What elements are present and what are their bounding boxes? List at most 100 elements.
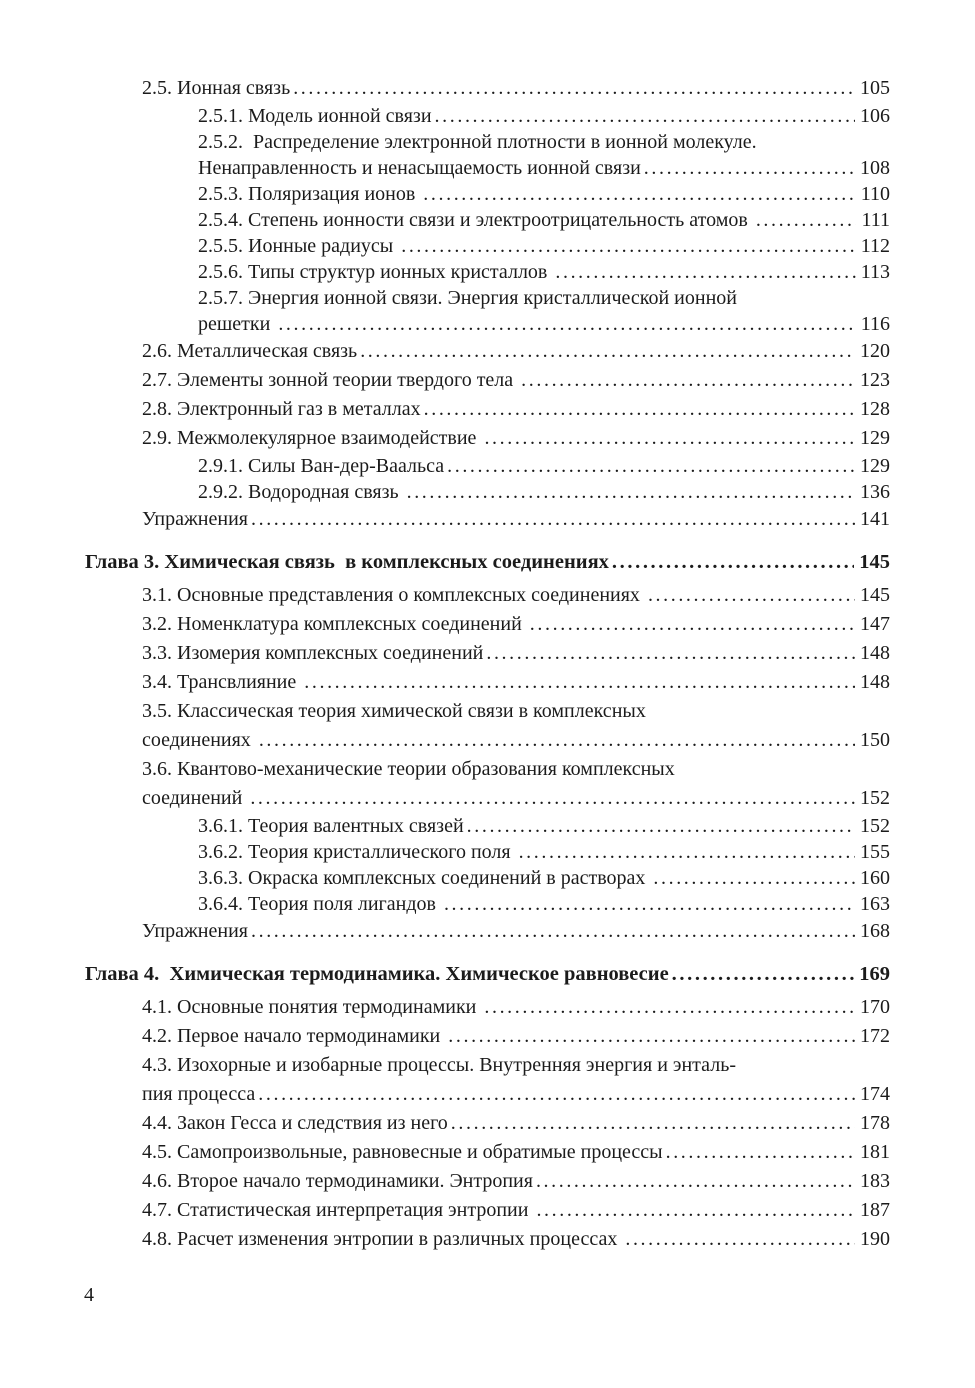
toc-entry: 4.2. Первое начало термодинамики .......… <box>142 1022 890 1051</box>
dot-leader: ........................................… <box>448 1025 855 1047</box>
toc-page-number: 169 <box>859 963 890 985</box>
dot-leader: ........................................… <box>555 261 855 283</box>
toc-entry-text: 2.9.2. Водородная связь <box>198 481 404 503</box>
toc-page-number: 190 <box>860 1228 890 1250</box>
toc-entry-line: 2.9.1. Силы Ван-дер-Ваальса.............… <box>198 453 890 479</box>
toc-entry: 2.9.1. Силы Ван-дер-Ваальса.............… <box>198 453 890 479</box>
toc-page-number: 187 <box>860 1199 890 1221</box>
toc-entry-line: 2.5.4. Степень ионности связи и электроо… <box>198 207 890 233</box>
toc-entry-text: 2.8. Электронный газ в металлах <box>142 398 421 420</box>
toc-page-number: 163 <box>860 893 890 915</box>
toc-page-number: 116 <box>860 313 890 335</box>
toc-entry: 4.5. Самопроизвольные, равновесные и обр… <box>142 1138 890 1167</box>
toc-entry-text: соединений <box>142 787 248 809</box>
dot-leader: ........................................… <box>401 235 856 257</box>
toc-entry: 2.5.5. Ионные радиусы ..................… <box>198 233 890 259</box>
toc-page-number: 172 <box>860 1025 890 1047</box>
toc-page-number: 112 <box>860 235 890 257</box>
toc-page-number: 110 <box>860 183 890 205</box>
toc-entry-line: решетки ................................… <box>198 311 890 337</box>
dot-leader: ........................................… <box>536 1199 855 1221</box>
toc-page-number: 178 <box>860 1112 890 1134</box>
toc-page-number: 145 <box>860 584 890 606</box>
toc-entry-text: 3.6.4. Теория поля лигандов <box>198 893 441 915</box>
toc-entry-line: 3.4. Трансвлияние ......................… <box>142 668 890 697</box>
toc-page-number: 155 <box>860 841 890 863</box>
toc-entry: 4.8. Расчет изменения энтропии в различн… <box>142 1225 890 1254</box>
toc-entry: 4.4. Закон Гесса и следствия из него....… <box>142 1109 890 1138</box>
toc-entry-line: 4.8. Расчет изменения энтропии в различн… <box>142 1225 890 1254</box>
toc-page-number: 181 <box>860 1141 890 1163</box>
dot-leader: ........................................… <box>304 671 855 693</box>
dot-leader: ........................................… <box>443 893 855 915</box>
dot-leader: ........................................… <box>251 508 855 530</box>
toc-chapter-entry: Глава 4. Химическая термодинамика. Химич… <box>85 960 890 989</box>
toc-entry-text: 4.8. Расчет изменения энтропии в различн… <box>142 1228 623 1250</box>
dot-leader: ........................................… <box>643 157 855 179</box>
toc-entry-line: 4.1. Основные понятия термодинамики ....… <box>142 993 890 1022</box>
toc-entry-text: 2.5.4. Степень ионности связи и электроо… <box>198 209 753 231</box>
dot-leader: ........................................… <box>611 551 854 573</box>
toc-entry-line: 2.5. Ионная связь.......................… <box>142 74 890 103</box>
toc-page-number: 148 <box>860 642 890 664</box>
toc-entry-text: Глава 4. Химическая термодинамика. Химич… <box>85 963 669 985</box>
dot-leader: ........................................… <box>406 481 855 503</box>
toc-entry-text: 4.5. Самопроизвольные, равновесные и обр… <box>142 1141 663 1163</box>
toc-page-number: 113 <box>860 261 890 283</box>
toc-entry-text: пия процесса <box>142 1083 256 1105</box>
toc-entry: 3.6.2. Теория кристаллического поля ....… <box>198 839 890 865</box>
dot-leader: ........................................… <box>665 1141 855 1163</box>
toc-entry: 3.6.3. Окраска комплексных соединений в … <box>198 865 890 891</box>
toc-entry: 3.6. Квантово-механические теории образо… <box>142 755 890 813</box>
toc-entry-line: 3.5. Классическая теория химической связ… <box>142 697 890 726</box>
toc-entry: 3.5. Классическая теория химической связ… <box>142 697 890 755</box>
dot-leader: ........................................… <box>486 642 855 664</box>
toc-entry: 2.5.2. Распределение электронной плотнос… <box>198 129 890 181</box>
toc-entry-text: 3.6.2. Теория кристаллического поля <box>198 841 516 863</box>
toc-entry: 4.3. Изохорные и изобарные процессы. Вну… <box>142 1051 890 1109</box>
toc-entry: 3.3. Изомерия комплексных соединений....… <box>142 639 890 668</box>
toc-entry: 2.5.3. Поляризация ионов ...............… <box>198 181 890 207</box>
toc-entry-text: 2.9. Межмолекулярное взаимодействие <box>142 427 482 449</box>
toc-entry-line: соединениях ............................… <box>142 726 890 755</box>
toc-entry-line: 4.6. Второе начало термодинамики. Энтроп… <box>142 1167 890 1196</box>
toc-page-number: 123 <box>860 369 890 391</box>
toc-entry-line: 4.4. Закон Гесса и следствия из него....… <box>142 1109 890 1138</box>
toc-entry-line: 4.3. Изохорные и изобарные процессы. Вну… <box>142 1051 890 1080</box>
toc-entry-line: соединений .............................… <box>142 784 890 813</box>
dot-leader: ........................................… <box>360 340 855 362</box>
toc-page-number: 145 <box>859 551 890 573</box>
toc-entry: 2.6. Металлическая связь................… <box>142 337 890 366</box>
toc-entry-text: 4.6. Второе начало термодинамики. Энтроп… <box>142 1170 533 1192</box>
toc-entry-text: 4.2. Первое начало термодинамики <box>142 1025 446 1047</box>
toc-entry-text: решетки <box>198 313 276 335</box>
toc-entry-line: 4.5. Самопроизвольные, равновесные и обр… <box>142 1138 890 1167</box>
toc-entry: 4.7. Статистическая интерпретация энтроп… <box>142 1196 890 1225</box>
dot-leader: ........................................… <box>278 313 856 335</box>
toc-entry-text: 3.6.1. Теория валентных связей <box>198 815 464 837</box>
toc-entry: 2.5. Ионная связь.......................… <box>142 74 890 103</box>
dot-leader: ........................................… <box>434 105 855 127</box>
toc-page-number: 129 <box>860 455 890 477</box>
toc-entry: 4.6. Второе начало термодинамики. Энтроп… <box>142 1167 890 1196</box>
dot-leader: ........................................… <box>529 613 855 635</box>
toc-entry: 3.6.1. Теория валентных связей..........… <box>198 813 890 839</box>
toc-entry: 2.5.6. Типы структур ионных кристаллов .… <box>198 259 890 285</box>
dot-leader: ........................................… <box>450 1112 855 1134</box>
toc-chapter-entry: Глава 3. Химическая связь в комплексных … <box>85 548 890 577</box>
toc-entry-line: Упражнения..............................… <box>142 505 890 534</box>
toc-entry: 2.7. Элементы зонной теории твердого тел… <box>142 366 890 395</box>
toc-entry: 4.1. Основные понятия термодинамики ....… <box>142 993 890 1022</box>
toc-entry-text: 3.5. Классическая теория химической связ… <box>142 700 646 722</box>
toc-page-number: 183 <box>860 1170 890 1192</box>
toc-entry-line: 4.7. Статистическая интерпретация энтроп… <box>142 1196 890 1225</box>
toc-page-number: 147 <box>860 613 890 635</box>
dot-leader: ........................................… <box>258 1083 855 1105</box>
toc-entry: 3.4. Трансвлияние ......................… <box>142 668 890 697</box>
dot-leader: ........................................… <box>484 427 855 449</box>
toc-entry-line: 3.6.4. Теория поля лигандов ............… <box>198 891 890 917</box>
toc-entry-line: 3.6.2. Теория кристаллического поля ....… <box>198 839 890 865</box>
toc-entry-text: 2.5.2. Распределение электронной плотнос… <box>198 131 757 153</box>
dot-leader: ........................................… <box>251 920 855 942</box>
toc-page-number: 160 <box>860 867 890 889</box>
